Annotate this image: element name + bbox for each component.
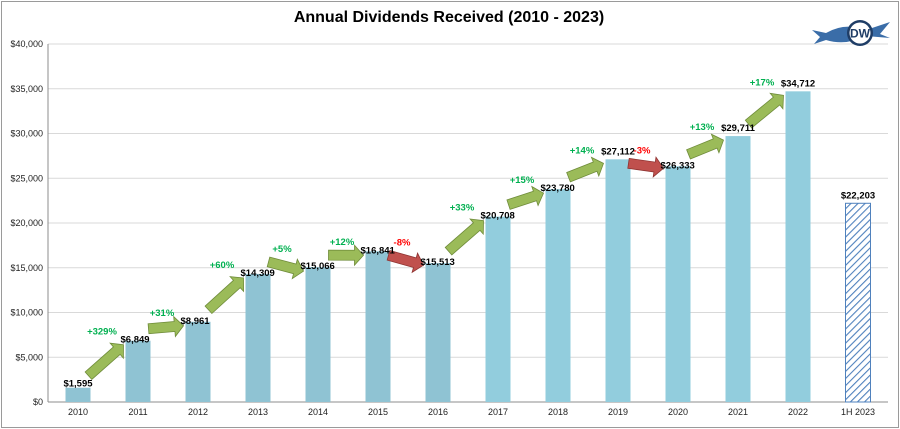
x-tick-label: 2015	[368, 407, 388, 417]
data-label: $14,309	[241, 268, 275, 279]
x-tick-label: 2018	[548, 407, 568, 417]
bar	[485, 216, 511, 402]
growth-arrow-down	[386, 249, 425, 274]
growth-arrow-up	[84, 342, 124, 381]
bar	[365, 251, 391, 402]
growth-arrow-up	[686, 133, 724, 160]
x-tick-label: 2010	[68, 407, 88, 417]
growth-arrow-up	[147, 315, 185, 338]
data-label: $29,711	[721, 123, 756, 134]
bar	[305, 267, 331, 402]
gridlines	[47, 43, 888, 403]
growth-arrow-up	[444, 218, 484, 256]
growth-label: +12%	[330, 237, 355, 248]
growth-label: +33%	[450, 203, 475, 214]
x-tick-label: 2021	[728, 407, 748, 417]
x-tick-label: 2011	[128, 407, 147, 417]
data-label: $27,112	[601, 146, 635, 157]
bars	[65, 91, 871, 403]
bar	[425, 263, 451, 402]
x-tick-label: 2022	[788, 407, 808, 417]
growth-label: +329%	[87, 327, 117, 338]
growth-label: -3%	[634, 145, 651, 156]
data-label: $8,961	[181, 316, 211, 327]
growth-arrows	[84, 92, 784, 381]
bar	[545, 189, 571, 402]
y-tick-label: $35,000	[10, 84, 43, 94]
growth-arrow-up	[328, 244, 365, 267]
growth-arrow-up	[506, 185, 545, 210]
x-tick-label: 2012	[188, 407, 208, 417]
growth-arrow-up	[566, 156, 605, 183]
data-label: $1,595	[63, 379, 93, 390]
x-tick-label: 2013	[248, 407, 268, 417]
data-label: $26,333	[661, 160, 695, 171]
dw-logo: DW	[812, 20, 890, 46]
growth-arrow-up	[266, 256, 305, 280]
data-label: $22,203	[841, 190, 875, 201]
logo-text: DW	[850, 27, 871, 41]
y-tick-label: $20,000	[10, 218, 43, 228]
x-tick-label: 2014	[308, 407, 328, 417]
data-label: $15,513	[421, 257, 455, 268]
bar	[245, 273, 271, 402]
data-label: $23,780	[541, 183, 575, 194]
bar	[785, 91, 811, 402]
data-label: $34,712	[781, 78, 815, 89]
bar	[665, 166, 691, 402]
data-label: $20,708	[481, 211, 515, 222]
x-tick-label: 2020	[668, 407, 688, 417]
y-tick-label: $0	[33, 397, 43, 407]
y-tick-label: $10,000	[10, 308, 43, 318]
y-tick-label: $25,000	[10, 173, 43, 183]
bar	[65, 387, 91, 402]
y-tick-label: $40,000	[10, 39, 43, 49]
bar	[185, 321, 211, 402]
bar	[605, 159, 631, 402]
bar-partial-year	[845, 202, 871, 403]
bar	[725, 136, 751, 402]
growth-label: +5%	[272, 244, 292, 255]
bar	[125, 340, 151, 402]
growth-label: +15%	[510, 175, 535, 186]
growth-label: +31%	[150, 308, 175, 319]
y-tick-label: $30,000	[10, 129, 43, 139]
data-label: $16,841	[361, 245, 396, 256]
x-tick-label: 2019	[608, 407, 628, 417]
x-tick-label: 2017	[488, 407, 508, 417]
x-tick-label: 2016	[428, 407, 448, 417]
data-label: $15,066	[301, 261, 335, 272]
growth-label: +14%	[570, 145, 595, 156]
growth-label: +13%	[690, 122, 715, 133]
y-tick-label: $5,000	[15, 352, 43, 362]
data-label: $6,849	[121, 335, 150, 346]
x-tick-label: 1H 2023	[841, 407, 875, 417]
growth-arrow-up	[744, 92, 784, 129]
growth-arrow-up	[204, 276, 244, 315]
growth-label: -8%	[394, 237, 411, 248]
growth-label: +17%	[750, 77, 775, 88]
y-tick-label: $15,000	[10, 263, 43, 273]
chart-title: Annual Dividends Received (2010 - 2023)	[293, 9, 605, 26]
labels: $0 $5,000 $10,000 $15,000 $20,000 $25,000 $30,…	[10, 39, 875, 417]
growth-label: +60%	[210, 260, 235, 271]
growth-arrow-down	[627, 156, 665, 178]
